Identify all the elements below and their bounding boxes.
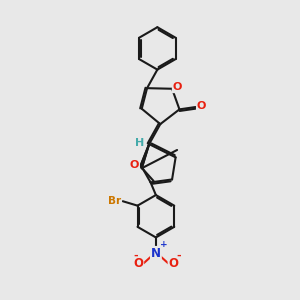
Text: -: -	[133, 250, 138, 261]
Text: O: O	[197, 101, 206, 111]
Text: O: O	[169, 257, 178, 270]
Text: O: O	[130, 160, 139, 170]
Text: N: N	[151, 247, 161, 260]
Text: Br: Br	[108, 196, 121, 206]
Text: O: O	[173, 82, 182, 92]
Text: +: +	[160, 240, 168, 249]
Text: H: H	[135, 138, 144, 148]
Text: -: -	[176, 250, 181, 261]
Text: O: O	[133, 257, 143, 270]
